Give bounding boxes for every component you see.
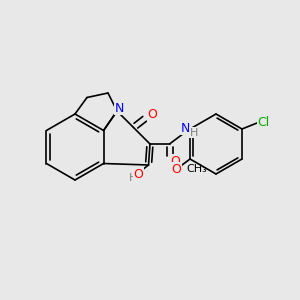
- Text: H: H: [190, 128, 198, 138]
- Text: O: O: [148, 108, 157, 121]
- Text: CH₃: CH₃: [186, 164, 207, 175]
- Text: Cl: Cl: [257, 116, 270, 130]
- Text: N: N: [115, 101, 124, 115]
- Text: N: N: [180, 122, 190, 135]
- Text: O: O: [170, 155, 180, 168]
- Text: O: O: [134, 167, 143, 181]
- Text: O: O: [172, 163, 182, 176]
- Text: H: H: [129, 173, 138, 184]
